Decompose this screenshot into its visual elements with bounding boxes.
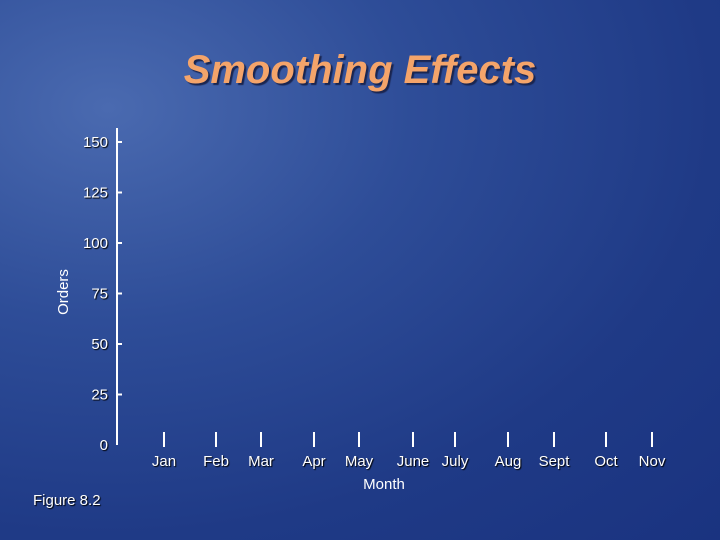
y-tick-label: 50 xyxy=(91,336,108,353)
x-tick-label: Apr xyxy=(302,453,325,470)
y-ticks: 0 25 50 75 100 125 150 xyxy=(83,134,122,454)
x-tick-label: Jan xyxy=(152,453,176,470)
y-tick-label: 125 xyxy=(83,185,108,202)
y-tick-label: 75 xyxy=(91,286,108,303)
x-tick-label: Mar xyxy=(248,453,274,470)
y-tick-label: 100 xyxy=(83,235,108,252)
x-tick-label: Nov xyxy=(639,453,666,470)
chart-title: Smoothing Effects xyxy=(183,48,537,92)
y-axis-title: Orders xyxy=(55,269,72,315)
x-tick-label: July xyxy=(442,453,469,470)
x-tick-label: Sept xyxy=(539,453,571,470)
figure-caption: Figure 8.2 xyxy=(33,492,101,509)
x-axis-title: Month xyxy=(363,476,405,493)
y-tick-label: 0 xyxy=(100,437,108,454)
y-tick-label: 25 xyxy=(91,387,108,404)
x-tick-label: Feb xyxy=(203,453,229,470)
x-ticks: Jan Feb Mar Apr May June July Aug Sept Oct Nov xyxy=(152,432,666,470)
x-tick-label: June xyxy=(397,453,430,470)
y-tick-label: 150 xyxy=(83,134,108,151)
x-tick-label: May xyxy=(345,453,374,470)
x-tick-label: Aug xyxy=(495,453,522,470)
x-tick-label: Oct xyxy=(594,453,618,470)
